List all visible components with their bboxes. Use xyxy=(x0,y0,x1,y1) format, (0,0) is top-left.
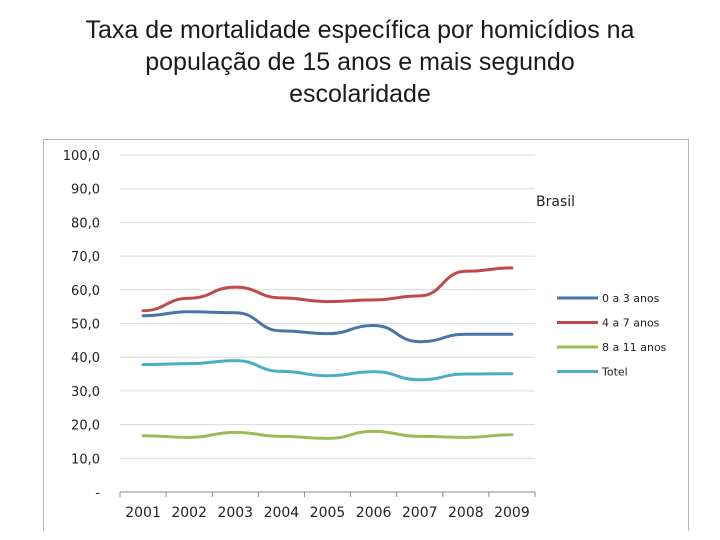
y-tick-label: 100,0 xyxy=(63,149,100,164)
y-tick-label: 40,0 xyxy=(71,351,100,366)
x-tick-label: 2006 xyxy=(356,505,392,521)
chart-frame xyxy=(43,139,689,531)
y-tick-label: - xyxy=(95,486,100,501)
slide-title-line-1: Taxa de mortalidade específica por homic… xyxy=(85,16,635,44)
y-tick-label: 50,0 xyxy=(71,318,100,333)
legend-label: Totel xyxy=(601,366,628,379)
series-line-totel xyxy=(141,359,514,382)
x-tick-label: 2003 xyxy=(217,505,253,521)
y-tick-label: 80,0 xyxy=(71,216,100,231)
chart-annotation: Brasil xyxy=(536,194,575,210)
y-tick-label: 60,0 xyxy=(71,284,100,299)
legend-label: 8 a 11 anos xyxy=(602,341,667,354)
slide-title: Taxa de mortalidade específica por homic… xyxy=(20,14,700,110)
y-tick-label: 20,0 xyxy=(71,419,100,434)
x-tick-label: 2009 xyxy=(494,505,530,521)
y-tick-label: 90,0 xyxy=(71,183,100,198)
series-line-0-a-3-anos xyxy=(141,310,514,344)
x-tick-label: 2002 xyxy=(171,505,207,521)
legend-label: 0 a 3 anos xyxy=(602,292,660,305)
series-line-4-a-7-anos xyxy=(141,266,514,313)
x-tick-label: 2005 xyxy=(310,505,346,521)
y-tick-label: 30,0 xyxy=(71,385,100,400)
legend-label: 4 a 7 anos xyxy=(602,317,660,330)
y-tick-label: 10,0 xyxy=(71,452,100,467)
x-tick-label: 2008 xyxy=(448,505,484,521)
y-tick-label: 70,0 xyxy=(71,250,100,265)
x-tick-label: 2004 xyxy=(264,505,300,521)
slide-title-line-3: escolaridade xyxy=(289,80,431,108)
x-tick-label: 2001 xyxy=(125,505,161,521)
series-line-8-a-11-anos xyxy=(141,429,514,440)
x-tick-label: 2007 xyxy=(402,505,438,521)
slide-title-line-2: população de 15 anos e mais segundo xyxy=(145,48,575,76)
